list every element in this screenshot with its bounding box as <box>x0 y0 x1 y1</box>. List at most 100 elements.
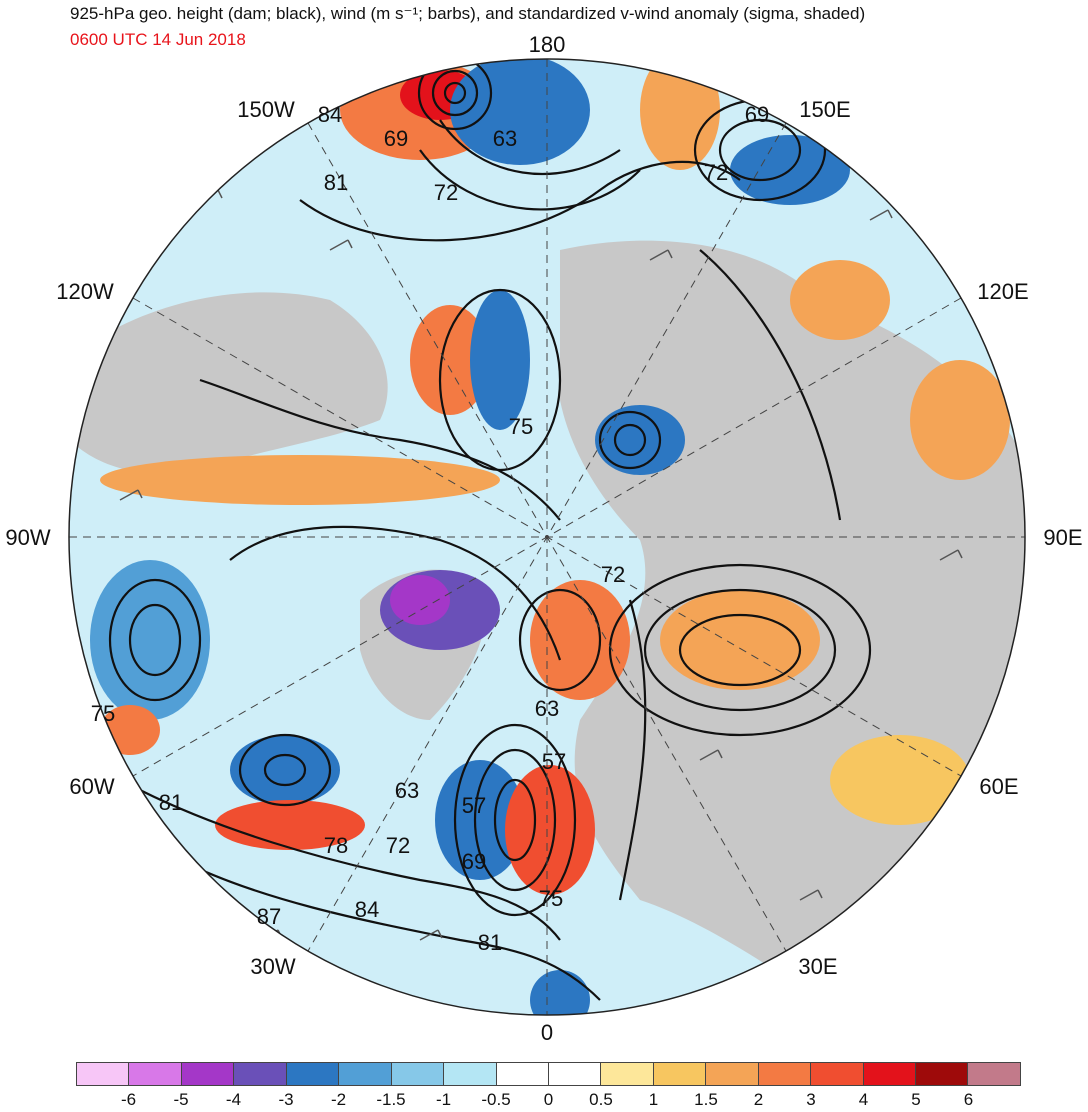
contour-line <box>139 789 561 941</box>
contour-label: 81 <box>478 930 502 955</box>
contour-line <box>238 733 332 807</box>
colorbar <box>76 1062 1021 1086</box>
negative-anomaly-region <box>595 405 685 475</box>
contour-line <box>199 378 561 521</box>
contour-label: 87 <box>257 904 281 929</box>
colorbar-tick-label: 6 <box>963 1090 974 1109</box>
contour-label: 63 <box>493 126 517 151</box>
contour-label: 84 <box>355 897 379 922</box>
colorbar-tick-label: -0.5 <box>481 1090 511 1109</box>
positive-anomaly-region <box>100 455 500 505</box>
wind-barb <box>329 239 353 251</box>
colorbar-tick-label: 2 <box>753 1090 764 1109</box>
contour-label: 84 <box>318 102 342 127</box>
positive-anomaly-region <box>410 305 490 415</box>
positive-anomaly-region <box>530 580 630 700</box>
lon-label-30e: 30E <box>798 954 837 979</box>
contour-label: 69 <box>384 126 408 151</box>
wind-barb <box>699 749 723 761</box>
contour-label: 63 <box>535 696 559 721</box>
colorbar-swatch <box>548 1063 602 1085</box>
contour-line <box>229 525 562 661</box>
colorbar-swatch <box>234 1063 287 1085</box>
contour-line <box>613 423 647 457</box>
colorbar-tick-label: -3 <box>278 1090 294 1109</box>
colorbar-swatch <box>653 1063 707 1085</box>
negative-anomaly-region <box>530 970 590 1015</box>
negative-anomaly-region <box>230 735 340 805</box>
contour-line <box>699 249 842 521</box>
contour-line <box>453 723 577 917</box>
colorbar-tick-label: -6 <box>120 1090 137 1109</box>
colorbar-swatch <box>706 1063 759 1085</box>
lon-label-150e: 150E <box>799 97 850 122</box>
colorbar-tick-label: 3 <box>806 1090 816 1109</box>
contour-line <box>108 578 202 702</box>
colorbar-tick-label: -4 <box>225 1090 242 1109</box>
contour-line <box>263 753 307 787</box>
colorbar-swatch <box>968 1063 1020 1085</box>
lon-label-60e: 60E <box>979 774 1018 799</box>
contour-label: 78 <box>324 833 348 858</box>
positive-anomaly-region <box>790 260 890 340</box>
polar-map: 180 150E 120E 90E 60E 30E 0 30W 60W 90W … <box>5 32 1082 1045</box>
colorbar-swatch <box>811 1063 864 1085</box>
anomaly-shading <box>90 59 1010 1015</box>
contour-line <box>431 69 479 117</box>
contour-label: 72 <box>704 160 728 185</box>
colorbar-tick-label: -2 <box>330 1090 347 1109</box>
map-boundary <box>68 58 1026 1016</box>
colorbar-swatch <box>601 1063 654 1085</box>
colorbar-tick-label: 1 <box>648 1090 659 1109</box>
colorbar-tick-label: 1.5 <box>694 1090 718 1109</box>
longitude-labels: 180 150E 120E 90E 60E 30E 0 30W 60W 90W … <box>5 32 1082 1045</box>
contour-line <box>128 603 182 677</box>
lon-label-90w: 90W <box>5 525 50 550</box>
colorbar-swatch <box>916 1063 969 1085</box>
colorbar-tick-label: 4 <box>858 1090 869 1109</box>
colorbar-swatch <box>77 1063 130 1085</box>
positive-anomaly-region <box>830 735 970 825</box>
contour-line <box>439 119 621 176</box>
map-title: 925-hPa geo. height (dam; black), wind (… <box>70 4 866 23</box>
contour-line <box>608 563 872 737</box>
lon-label-60w: 60W <box>69 774 114 799</box>
wind-barb <box>649 249 673 261</box>
contour-label: 69 <box>462 849 486 874</box>
negative-anomaly-region <box>470 290 530 430</box>
graticule <box>69 59 1025 1015</box>
contour-label: 63 <box>395 778 419 803</box>
contour-line <box>299 160 741 242</box>
colorbar-swatch <box>286 1063 340 1085</box>
negative-anomaly-region <box>390 575 450 625</box>
colorbar-tick-label: -5 <box>173 1090 189 1109</box>
map-disc <box>69 59 1025 1015</box>
wind-barb <box>939 549 963 561</box>
contour-label: 69 <box>745 102 769 127</box>
contour-line <box>419 149 641 211</box>
contour-line <box>179 859 601 1001</box>
positive-anomaly-region <box>660 590 820 690</box>
contour-value-labels: 84 69 63 81 72 69 72 75 72 75 63 57 81 6… <box>91 102 769 955</box>
contour-label: 57 <box>462 793 486 818</box>
colorbar-tick-label: -1.5 <box>376 1090 406 1109</box>
contour-line <box>598 410 662 470</box>
colorbar-swatch <box>339 1063 392 1085</box>
contour-label: 75 <box>91 701 115 726</box>
colorbar-swatch <box>129 1063 182 1085</box>
contour-line <box>643 588 837 712</box>
contour-label: 75 <box>539 886 563 911</box>
contour-line <box>417 59 493 131</box>
contour-label: 81 <box>324 170 348 195</box>
height-contours <box>108 59 872 1001</box>
wind-barb <box>259 929 283 941</box>
lon-label-120e: 120E <box>977 279 1028 304</box>
lon-label-30w: 30W <box>250 954 295 979</box>
contour-line <box>518 588 602 692</box>
wind-barb <box>419 929 443 941</box>
wind-barb <box>799 889 823 901</box>
contour-label: 57 <box>542 749 566 774</box>
contour-line <box>678 613 802 687</box>
negative-anomaly-region <box>90 560 210 720</box>
colorbar-swatch <box>391 1063 445 1085</box>
